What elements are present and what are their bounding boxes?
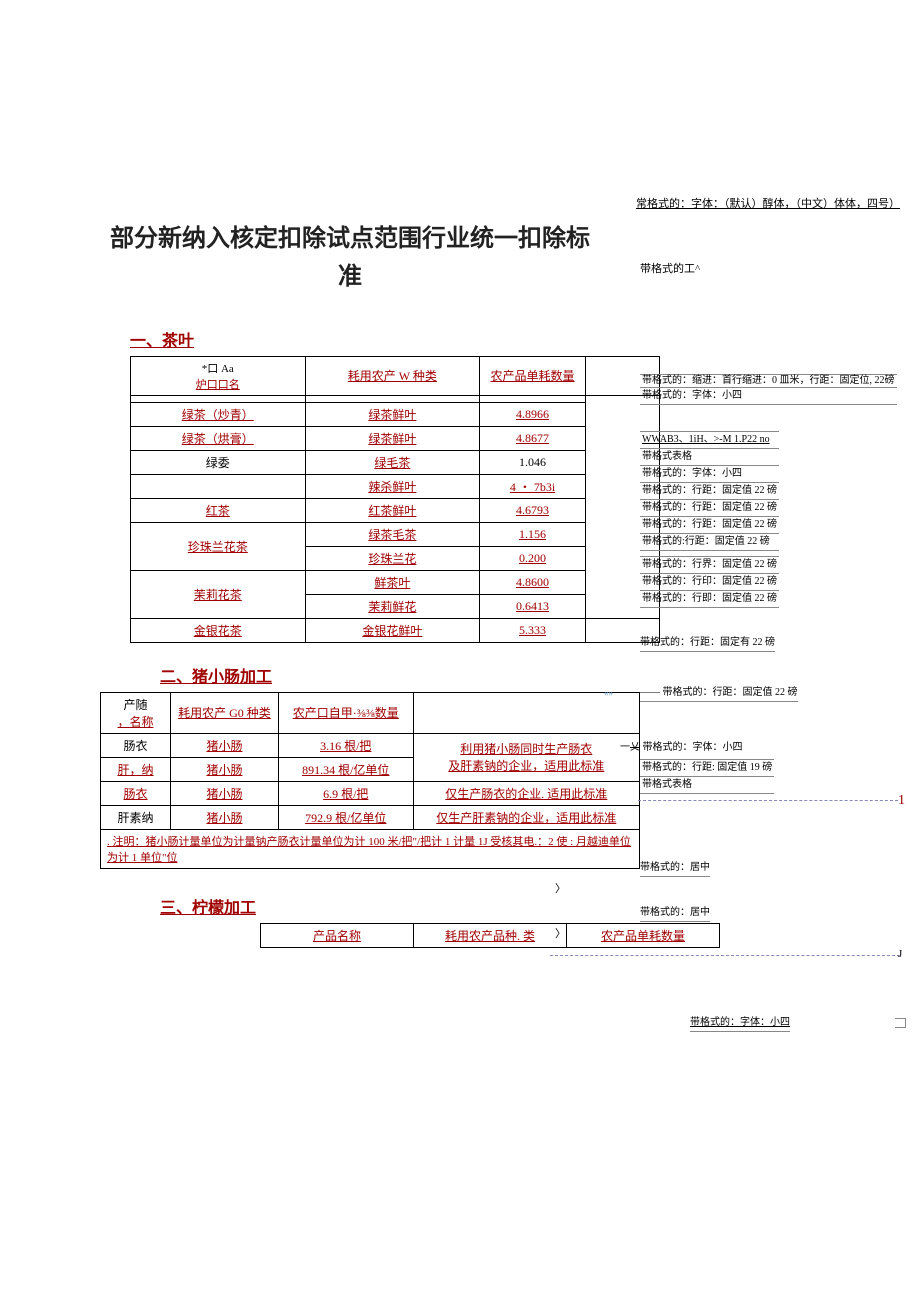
format-note: 带格式的：行距：固定有 22 磅 <box>640 635 775 652</box>
format-annotations: 带格式的：行距: 固定值 19 磅 带格式表格 <box>640 760 774 794</box>
format-note: 带格式的：字体：小四 <box>690 1015 790 1032</box>
title-side-note: 带格式的工^ <box>640 260 700 276</box>
pig-table: 产随 ，名称 耗用农产 G0 种类 农产口自甲·⅜⅜数量 肠衣 猪小肠 3.16… <box>100 692 640 869</box>
format-note: WWAB3、1iH、>-M 1.P22 no <box>640 431 779 449</box>
format-note: 带格式的:行距：固定值 22 磅 <box>640 533 779 551</box>
end-marker: J <box>898 948 902 960</box>
format-note: 带格式的：行界：固定值 22 磅 <box>640 556 779 574</box>
format-note: 带格式的：字体：小四 <box>640 387 897 405</box>
table-header-row: 产品名称 耗用农产品种. 类 农产品单耗数量 <box>261 923 720 947</box>
section3-heading: 三、柠檬加工 <box>160 894 880 918</box>
hdr-cell: 炉口口名 <box>137 376 299 392</box>
format-note: 带格式表格 <box>640 776 774 794</box>
bracket: 〉 <box>555 880 566 896</box>
table-row: 肠衣 猪小肠 3.16 根/把 利用猪小肠同时生产肠衣及肝素钠的企业，适用此标准 <box>101 733 640 757</box>
table-row: 肝素纳 猪小肠 792.9 根/亿单位 仅生产肝素钠的企业，适用此标准 <box>101 805 640 829</box>
table-header-row: *口 Aa 炉口口名 耗用农产 W 种类 农产品单耗数量 <box>131 356 660 395</box>
table-row: 红茶红茶鲜叶4.6793 <box>131 498 660 522</box>
format-note: 带格式的：行距: 固定值 19 磅 <box>640 759 774 777</box>
hdr-cell: 农产品单耗数量 <box>567 923 720 947</box>
format-note: 带格式的：字体：小四 <box>640 465 779 483</box>
format-note: 一乂 带格式的：字体：小四 <box>620 740 743 756</box>
hdr-cell: 农产口自甲·⅜⅜数量 <box>278 692 413 733</box>
section1-heading: 一、茶叶 <box>130 327 880 351</box>
table-row: 金银花茶金银花鲜叶5.333 <box>131 618 660 642</box>
hdr-cell: 农产品单耗数量 <box>480 356 586 395</box>
marker-icon: «» <box>604 688 613 698</box>
format-note: 带格式的：行印：固定值 22 磅 <box>640 573 779 591</box>
table-header-row: 产随 ，名称 耗用农产 G0 种类 农产口自甲·⅜⅜数量 <box>101 692 640 733</box>
format-note: 带格式表格 <box>640 448 779 466</box>
hdr-cell: 耗用农产 W 种类 <box>305 356 480 395</box>
table-row: 茉莉花茶鲜茶叶4.8600 <box>131 570 660 594</box>
format-note: 带格式的：缩进：首行缩进：0 皿米，行距：固定位, 22磅 <box>640 374 897 388</box>
bracket: 〉 <box>555 925 566 941</box>
format-note: —— 带格式的：行距：固定值 22 磅 <box>640 685 798 702</box>
box-marker <box>895 1018 906 1028</box>
hdr-cell: *口 Aa <box>137 360 299 376</box>
format-note: 带格式的：行距：固定值 22 磅 <box>640 499 779 517</box>
format-note: 带格式的：行即：固定值 22 磅 <box>640 590 779 608</box>
table-row: 辣杀鲜叶4 ・ 7b3i <box>131 474 660 498</box>
hdr-cell <box>413 692 639 733</box>
section2-heading: 二、猪小肠加工 <box>160 663 880 687</box>
table-note-row: . 注明：猪小肠计量单位为计量钠产肠衣计量单位为计 100 米/把"/把计 1 … <box>101 829 640 868</box>
document-page: 常格式的：字体：（默认）醇体，（中文）体体，四号） 部分新纳入核定扣除试点范围行… <box>0 0 920 988</box>
dashed-connector <box>550 955 900 956</box>
format-note: 带格式的：行距：固定值 22 磅 <box>640 482 779 500</box>
tea-table: *口 Aa 炉口口名 耗用农产 W 种类 农产品单耗数量 绿茶（炒青）绿茶鲜叶4… <box>130 356 660 643</box>
table-row: 肠衣 猪小肠 6.9 根/把 仅生产肠衣的企业. 适用此标准 <box>101 781 640 805</box>
lemon-table: 产品名称 耗用农产品种. 类 农产品单耗数量 <box>260 923 720 948</box>
table-row: 绿委绿毛茶1.046 <box>131 450 660 474</box>
format-annotations: WWAB3、1iH、>-M 1.P22 no 带格式表格 带格式的：字体：小四 … <box>640 432 779 551</box>
top-format-note: 常格式的：字体：（默认）醇体，（中文）体体，四号） <box>636 195 900 211</box>
format-annotations: 带格式的：缩进：首行缩进：0 皿米，行距：固定位, 22磅 带格式的：字体：小四 <box>640 375 897 405</box>
hdr-cell: 产随 <box>107 696 164 713</box>
hdr-cell: 耗用农产品种. 类 <box>414 923 567 947</box>
format-annotations: 带格式的：行界：固定值 22 磅 带格式的：行印：固定值 22 磅 带格式的：行… <box>640 557 779 608</box>
document-title: 部分新纳入核定扣除试点范围行业统一扣除标准 <box>110 220 590 297</box>
hdr-cell: 产品名称 <box>261 923 414 947</box>
dashed-connector <box>638 800 898 801</box>
format-note: 带格式的：居中 <box>640 905 710 922</box>
table-row: 绿茶（炒青）绿茶鲜叶4.8966 <box>131 402 660 426</box>
format-note: 带格式的：居中 <box>640 860 710 877</box>
hdr-cell: 耗用农产 G0 种类 <box>171 692 279 733</box>
format-note: 带格式的：行距：固定值 22 磅 <box>640 516 779 534</box>
page-marker: 1 <box>898 793 905 809</box>
table-row: 珍珠兰花茶绿茶毛茶1.156 <box>131 522 660 546</box>
table-row: 绿茶（烘膏）绿茶鲜叶4.8677 <box>131 426 660 450</box>
hdr-cell: ，名称 <box>107 713 164 730</box>
